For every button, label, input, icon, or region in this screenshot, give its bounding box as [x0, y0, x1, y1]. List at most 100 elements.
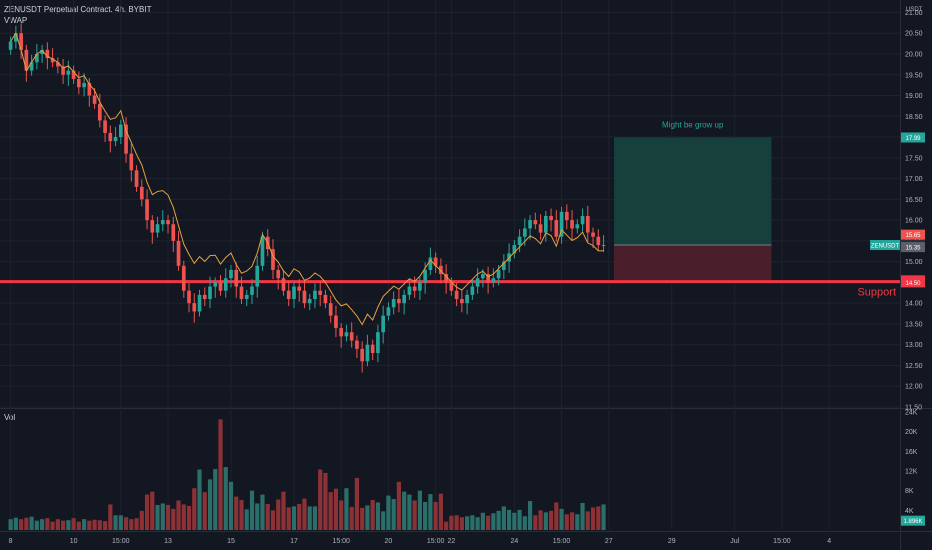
candle	[71, 65, 76, 84]
candle-body	[313, 290, 317, 300]
candle-body	[281, 278, 286, 291]
candle-body	[234, 269, 239, 287]
volume-bar	[506, 509, 512, 530]
volume-bar	[360, 507, 365, 530]
candle	[328, 295, 333, 323]
volume-bar	[569, 512, 575, 530]
candle-body	[433, 257, 438, 266]
candle-body	[229, 269, 233, 279]
candle-body	[239, 286, 244, 300]
candle	[24, 44, 29, 82]
candle	[192, 293, 197, 323]
x-tick-label: 8	[9, 538, 13, 545]
candle-body	[397, 299, 401, 304]
volume-bar	[249, 490, 255, 530]
candle	[155, 216, 160, 238]
volume-bar	[302, 498, 307, 530]
candle-body	[286, 290, 291, 300]
volume-bar	[92, 519, 97, 530]
candle	[449, 277, 454, 296]
support-label: Support	[857, 287, 896, 299]
candle	[302, 280, 307, 309]
volume-bar	[381, 511, 386, 530]
x-tick-label: 20	[385, 538, 393, 545]
volume-bar	[197, 469, 202, 530]
candle-body	[150, 220, 155, 233]
candle	[61, 58, 65, 84]
y-tick-label: 14.00	[905, 301, 923, 308]
y-tick-label: 11.50	[905, 405, 922, 412]
candle	[428, 247, 433, 275]
candle-body	[391, 299, 396, 308]
candle-body	[334, 315, 338, 329]
candle-body	[302, 290, 307, 304]
symbol-tag-label: ZENUSDT	[871, 244, 900, 250]
candle-body	[139, 186, 144, 200]
target-zone	[614, 137, 772, 246]
symbol-tag	[870, 240, 900, 251]
candle-body	[118, 124, 123, 138]
candle	[234, 262, 239, 298]
candle-body	[202, 294, 207, 300]
volume-bar	[459, 517, 464, 530]
x-tick-label: 15:00	[773, 538, 791, 545]
candle-body	[71, 70, 76, 79]
y-tick-label: 16.50	[905, 197, 923, 204]
candle	[334, 305, 338, 338]
candle-body	[160, 220, 165, 225]
volume-bar	[344, 488, 349, 530]
candle-body	[349, 332, 354, 341]
volume-bar	[370, 500, 375, 530]
volume-bar	[465, 516, 470, 530]
candle-body	[360, 348, 365, 362]
volume-bar	[412, 500, 417, 530]
volume-bar	[207, 479, 213, 530]
candle-body	[45, 49, 50, 59]
candle	[460, 289, 464, 313]
x-tick-label: 15:00	[427, 538, 445, 545]
candle-body	[223, 278, 228, 291]
volume-bar	[396, 481, 402, 530]
x-tick-label: 22	[447, 538, 455, 545]
candle-body	[496, 269, 501, 279]
volume-bar	[155, 504, 160, 530]
candle-body	[8, 41, 13, 50]
volume-tick-label: 12K	[905, 469, 918, 476]
candle-body	[538, 224, 543, 233]
volume-bar	[328, 492, 333, 530]
price-label-box	[901, 229, 925, 240]
currency-label: USDT	[906, 7, 923, 13]
indicator-label-vwap[interactable]: VWAP	[4, 16, 28, 25]
volume-bar	[244, 509, 249, 530]
price-labels-layer: 17.9915.65ZENUSDT15.4015.3514.5514.501.8…	[870, 132, 925, 526]
candle	[150, 215, 155, 244]
candle-body	[155, 224, 160, 233]
y-tick-label: 17.50	[905, 155, 923, 162]
volume-bar	[486, 515, 491, 530]
volume-bar	[181, 504, 186, 530]
volume-bar	[423, 501, 428, 530]
candle	[66, 60, 71, 86]
candle-body	[323, 294, 328, 304]
volume-pane-label[interactable]: Vol	[4, 413, 16, 422]
volume-bar	[333, 488, 339, 530]
candle-body	[439, 265, 443, 275]
volume-bar	[590, 507, 596, 530]
candle	[397, 289, 401, 313]
candle-body	[328, 303, 333, 316]
candle	[596, 229, 601, 251]
candle	[181, 260, 186, 298]
candle-body	[339, 328, 344, 337]
x-tick-label: 24	[510, 538, 518, 545]
candle-body	[580, 215, 585, 225]
volume-bar	[129, 519, 134, 530]
candle	[564, 204, 569, 230]
volume-bar	[433, 501, 438, 530]
volume-bar	[312, 506, 318, 530]
candle	[486, 266, 490, 294]
volume-bar	[339, 500, 344, 530]
position-zones-layer: Might be grow up	[614, 120, 772, 281]
candle	[533, 212, 538, 230]
candle	[554, 210, 559, 242]
